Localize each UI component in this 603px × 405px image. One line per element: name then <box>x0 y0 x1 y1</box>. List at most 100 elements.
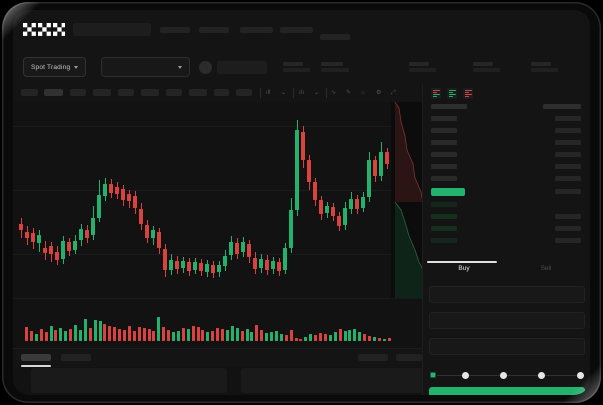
order-total-field[interactable] <box>429 338 585 355</box>
volume-bar <box>44 332 48 341</box>
volume-bar <box>289 330 293 341</box>
timeframe-5[interactable] <box>118 89 134 96</box>
candle-body <box>211 265 215 273</box>
volume-bar <box>157 317 161 341</box>
active-tab-indicator <box>21 365 51 367</box>
camera-icon[interactable]: ⌂ <box>361 90 365 96</box>
timeframe-2[interactable] <box>44 89 63 96</box>
chevron-down-icon-1[interactable]: ⌄ <box>281 90 287 96</box>
orderbook-ask-price <box>431 116 457 121</box>
candle-body <box>241 242 245 252</box>
orderbook-mode-buy-icon[interactable] <box>447 88 457 99</box>
volume-bar <box>93 320 97 341</box>
tab-buy[interactable]: Buy <box>458 265 470 272</box>
orderbook-ask-amount <box>555 140 581 145</box>
indicators-icon[interactable]: ıll <box>266 90 271 96</box>
candle-body <box>229 242 233 255</box>
chart-type-icon[interactable]: ıІı <box>299 90 305 96</box>
volume-bar <box>147 329 151 341</box>
candlestick-chart[interactable] <box>13 102 422 298</box>
slider-handle[interactable] <box>429 371 437 379</box>
trading-pair-select[interactable] <box>101 57 190 77</box>
settings-icon[interactable]: ⚙ <box>376 90 382 96</box>
orderbook-ask-price <box>431 152 457 157</box>
timeframe-1[interactable] <box>21 89 38 96</box>
candle-body <box>325 206 329 213</box>
candle-body <box>127 194 131 201</box>
slider-stop-100[interactable] <box>577 371 584 379</box>
line-tool-icon[interactable]: ∿ <box>331 90 337 96</box>
bottom-action-1[interactable] <box>358 354 388 361</box>
bottom-panel-right[interactable] <box>241 368 437 393</box>
timeframe-4[interactable] <box>93 89 111 96</box>
volume-bar <box>162 327 166 341</box>
orderbook-bid-amount <box>555 214 581 219</box>
volume-bar <box>176 331 180 341</box>
nav-item-5[interactable] <box>320 34 350 40</box>
volume-bar <box>108 326 112 341</box>
orderbook-ask-amount <box>555 152 581 157</box>
order-amount-slider[interactable] <box>429 370 585 380</box>
candle-body <box>49 246 53 254</box>
order-price-field[interactable] <box>429 286 585 303</box>
volume-histogram <box>13 298 422 349</box>
bottom-action-2[interactable] <box>396 354 422 361</box>
slider-stop-50[interactable] <box>500 371 507 379</box>
candle-body <box>157 232 161 248</box>
spot-trading-dropdown[interactable]: Spot Trading <box>23 57 87 77</box>
volume-bar <box>54 330 58 341</box>
okx-logo-icon[interactable] <box>23 23 65 36</box>
timeframe-7[interactable] <box>166 89 182 96</box>
chart-gridline <box>13 254 422 255</box>
tab-order-history[interactable] <box>61 354 91 361</box>
candle-body <box>85 230 89 238</box>
chevron-down-icon-2[interactable]: ⌄ <box>314 90 320 96</box>
candle-body <box>319 200 323 214</box>
timeframe-8[interactable] <box>189 89 207 96</box>
timeframe-3[interactable] <box>70 89 86 96</box>
search-input[interactable] <box>73 23 151 36</box>
volume-bar <box>118 329 122 341</box>
orderbook-bid-amount <box>555 238 581 243</box>
nav-item-3[interactable] <box>240 27 273 33</box>
orderbook-view-modes <box>431 88 473 99</box>
volume-bar <box>245 329 249 341</box>
volume-bar <box>123 330 126 341</box>
toolbar-divider <box>293 88 294 98</box>
timeframe-9[interactable] <box>214 89 229 96</box>
market-subheader: Spot Trading <box>13 48 590 85</box>
volume-bar <box>29 331 33 341</box>
candle-body <box>73 241 77 250</box>
tab-sell[interactable]: Sell <box>540 265 552 272</box>
candle-body <box>307 160 311 182</box>
timeframe-6[interactable] <box>141 89 159 96</box>
slider-stop-75[interactable] <box>538 371 545 379</box>
nav-item-1[interactable] <box>160 27 190 33</box>
volume-bar <box>25 327 28 341</box>
volume-bar <box>348 330 352 341</box>
candle-body <box>259 259 263 268</box>
tab-open-orders[interactable] <box>21 354 51 361</box>
fullscreen-icon[interactable]: ⤢ <box>391 90 396 96</box>
volume-bar <box>69 329 73 341</box>
candle-body <box>379 152 383 176</box>
order-amount-field[interactable] <box>429 312 585 329</box>
pencil-icon[interactable]: ✎ <box>346 90 352 96</box>
candle-body <box>277 262 281 271</box>
nav-item-4[interactable] <box>280 27 313 33</box>
app-screen: Spot Trading <box>13 10 590 395</box>
orderbook-spread-price <box>431 188 465 196</box>
volume-bar <box>59 328 63 341</box>
slider-track <box>432 374 582 376</box>
bottom-panel-left[interactable] <box>31 368 227 393</box>
orderbook-ask-price <box>431 140 457 145</box>
orderbook-mode-both-icon[interactable] <box>431 88 441 99</box>
volume-bar <box>201 330 205 341</box>
nav-item-2[interactable] <box>199 27 229 33</box>
slider-stop-25[interactable] <box>462 371 469 379</box>
orderbook-mode-sell-icon[interactable] <box>463 88 473 99</box>
volume-bar <box>211 331 215 341</box>
submit-order-button[interactable] <box>429 387 585 395</box>
timeframe-10[interactable] <box>236 89 252 96</box>
order-book[interactable] <box>423 102 590 259</box>
